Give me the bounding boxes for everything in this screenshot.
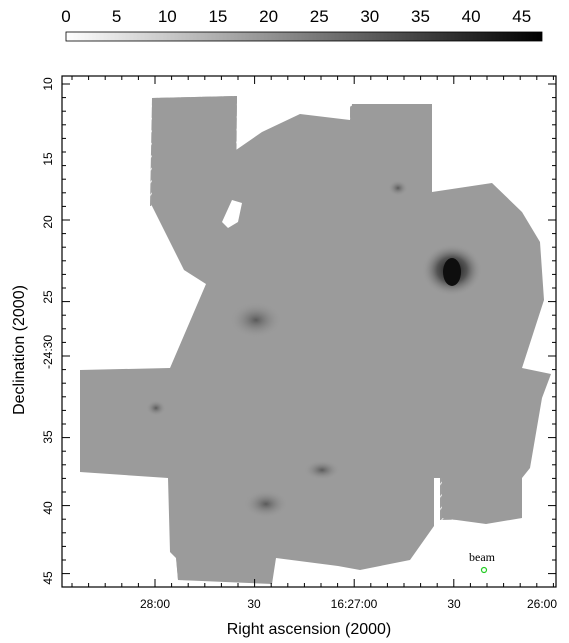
axis-ticks	[62, 76, 556, 587]
faint-source-3	[304, 460, 340, 480]
colorbar-gradient	[65, 31, 543, 42]
faint-source-2	[244, 490, 288, 518]
colorbar-tick-label: 35	[411, 7, 430, 26]
y-tick-label: -24:30	[41, 335, 55, 369]
x-tick-label: 16:27:00	[331, 597, 378, 611]
x-tick-label: 30	[447, 597, 461, 611]
beam-marker	[480, 566, 488, 574]
colorbar-tick-label: 0	[61, 7, 70, 26]
map-image	[62, 76, 556, 587]
y-tick-label: 35	[41, 430, 55, 444]
colorbar-tick-label: 15	[208, 7, 227, 26]
axes-frame	[61, 75, 557, 588]
map-hole	[222, 200, 242, 228]
colorbar-tick-label: 5	[112, 7, 121, 26]
colorbar-tick-label: 40	[462, 7, 481, 26]
faint-source-4	[388, 180, 408, 196]
y-tick-label: 45	[41, 571, 55, 585]
colorbar-tick-label: 10	[158, 7, 177, 26]
colorbar-tick-label: 20	[259, 7, 278, 26]
colorbar: 0 5 10 15 20 25 30 35 40 45	[61, 7, 543, 42]
beam-label: beam	[469, 550, 496, 564]
x-tick-label: 30	[247, 597, 261, 611]
y-axis-title: Declination (2000)	[11, 285, 28, 415]
colorbar-tick-label: 25	[310, 7, 329, 26]
y-tick-label: 15	[41, 152, 55, 166]
bright-source-core	[443, 258, 461, 286]
map-coverage	[80, 96, 551, 584]
faint-source-1	[230, 302, 282, 338]
x-tick-label: 26:00	[527, 597, 557, 611]
y-tick-label: 20	[41, 215, 55, 229]
colorbar-tick-label: 30	[360, 7, 379, 26]
x-axis-title: Right ascension (2000)	[227, 621, 392, 638]
y-tick-label: 40	[41, 501, 55, 515]
x-tick-label: 28:00	[140, 597, 170, 611]
faint-source-5	[146, 400, 166, 416]
colorbar-tick-label: 45	[512, 7, 531, 26]
y-tick-label: 25	[41, 290, 55, 304]
y-tick-label: 10	[41, 77, 55, 91]
